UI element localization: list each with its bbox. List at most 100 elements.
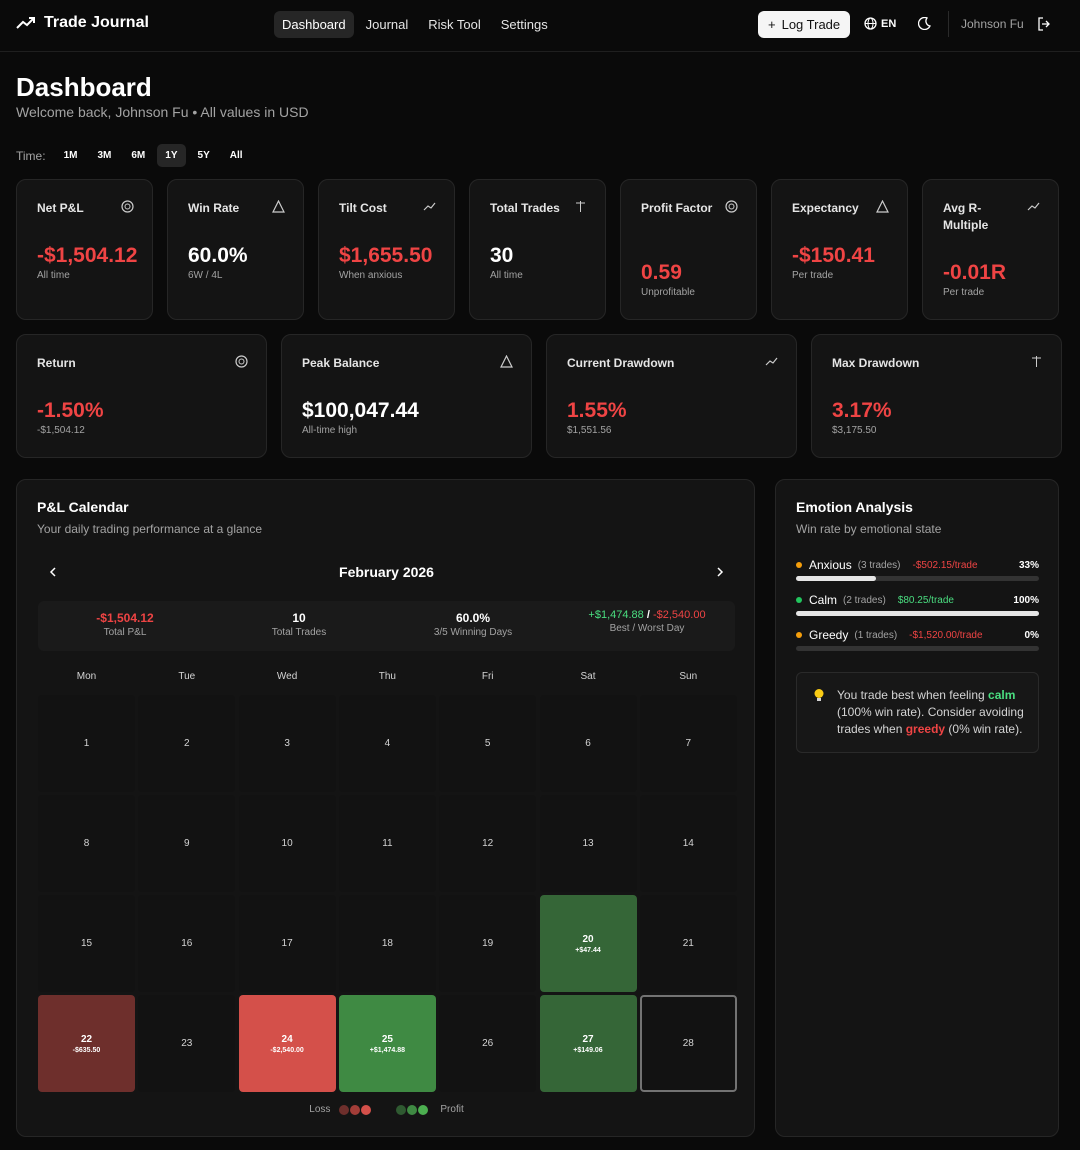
stat-label: Return (37, 356, 76, 370)
nav-item[interactable]: Journal (365, 17, 409, 32)
logout-button[interactable] (1037, 17, 1051, 31)
time-option[interactable]: 1Y (157, 144, 186, 167)
day-cell[interactable]: 28 (639, 995, 737, 1092)
time-option[interactable]: 3M (97, 150, 112, 161)
summary-item: -$1,504.12 Total P&L (38, 611, 212, 638)
summary-label: Total Trades (271, 627, 327, 638)
emotion-header: Calm (2 trades) $80.25/trade 100% (796, 593, 1039, 607)
legend-dot (418, 1104, 429, 1115)
day-cell[interactable]: 18 (338, 895, 436, 992)
day-cell[interactable]: 23 (138, 995, 236, 1092)
day-cell[interactable]: 21 (639, 895, 737, 992)
time-option[interactable]: All (229, 150, 243, 161)
stat-sub: Per trade (792, 270, 834, 281)
tip-text: (100% win rate). Consider avoiding trade… (837, 705, 1024, 736)
card-icon (1032, 356, 1041, 367)
day-number: 10 (281, 838, 293, 849)
day-cell[interactable]: 12 (439, 795, 537, 892)
day-cell[interactable]: 27 +$149.06 (539, 995, 637, 1092)
stat-label: Max Drawdown (832, 356, 920, 370)
summary-value: 60.0% (455, 611, 491, 625)
calendar-title: P&L Calendar (37, 499, 129, 515)
summary-item: 60.0% 3/5 Winning Days (386, 611, 560, 638)
day-cell[interactable]: 22 -$635.50 (38, 995, 135, 1092)
emotion-name: Calm (809, 593, 838, 607)
day-cell[interactable]: 9 (138, 795, 236, 892)
stat-sub: $3,175.50 (832, 425, 877, 436)
nav-items: Dashboard Journal Risk Tool Settings (274, 11, 556, 38)
day-cell[interactable]: 7 (639, 695, 737, 792)
emotion-per-trade: -$502.15/trade (912, 559, 978, 571)
day-number: 28 (682, 1038, 694, 1049)
stat-card: Expectancy -$150.41 Per trade (771, 179, 908, 320)
card-icon (576, 201, 585, 212)
language-button[interactable]: EN (864, 17, 896, 30)
prev-month[interactable] (48, 566, 58, 578)
card-icon (121, 200, 134, 213)
day-number: 14 (682, 838, 694, 849)
time-option[interactable]: 6M (131, 150, 146, 161)
summary-label: Total P&L (103, 627, 147, 638)
stat-value: -$1,504.12 (37, 244, 138, 267)
day-cell[interactable]: 2 (138, 695, 236, 792)
stat-label: Tilt Cost (339, 201, 387, 215)
day-cell[interactable]: 11 (338, 795, 436, 892)
stat-card: Max Drawdown 3.17% $3,175.50 (811, 334, 1062, 458)
brand-name: Trade Journal (44, 14, 149, 31)
day-number: 6 (585, 738, 591, 749)
stat-sub: -$1,504.12 (37, 425, 85, 436)
day-number: 20 (582, 933, 594, 945)
next-month[interactable] (715, 566, 725, 578)
emotion-rate: 0% (1024, 629, 1039, 641)
day-cell[interactable]: 1 (38, 695, 135, 792)
worst-day: -$2,540.00 (652, 609, 706, 621)
nav-item[interactable]: Risk Tool (428, 17, 481, 32)
card-icon (423, 202, 436, 211)
day-cell[interactable]: 26 (439, 995, 537, 1092)
day-cell[interactable]: 16 (138, 895, 236, 992)
emotion-name: Anxious (809, 558, 852, 572)
emotion-rate: 100% (1013, 594, 1039, 606)
day-cell[interactable]: 6 (539, 695, 637, 792)
nav-item[interactable]: Settings (500, 17, 548, 32)
card-icon (725, 200, 738, 213)
day-pnl: +$1,474.88 (369, 1046, 405, 1054)
day-cell[interactable]: 10 (238, 795, 336, 892)
day-cell[interactable]: 4 (338, 695, 436, 792)
time-option[interactable]: 1M (63, 150, 78, 161)
theme-toggle[interactable] (918, 17, 931, 30)
day-cell[interactable]: 8 (38, 795, 135, 892)
day-cell[interactable]: 15 (38, 895, 135, 992)
day-cell[interactable]: 17 (238, 895, 336, 992)
day-number: 24 (281, 1033, 293, 1045)
stat-label: Profit Factor (641, 201, 713, 215)
emotion-header: Greedy (1 trades) -$1,520.00/trade 0% (796, 628, 1039, 642)
stat-value: $1,655.50 (339, 244, 433, 267)
day-cell[interactable]: 5 (439, 695, 537, 792)
page-title: Dashboard (16, 72, 152, 102)
day-cell[interactable]: 25 +$1,474.88 (338, 995, 436, 1092)
stat-card: Tilt Cost $1,655.50 When anxious (318, 179, 455, 320)
log-trade-button[interactable]: + Log Trade (758, 11, 851, 38)
day-cell[interactable]: 20 +$47.44 (539, 895, 637, 992)
weekday: Mon (76, 671, 97, 682)
day-number: 7 (685, 738, 692, 749)
win-rate-track (796, 646, 1039, 651)
nav-item[interactable]: Dashboard (274, 11, 354, 38)
plus-icon: + (768, 17, 776, 32)
stat-sub: All time (37, 270, 70, 281)
day-cell[interactable]: 3 (238, 695, 336, 792)
day-number: 23 (181, 1038, 193, 1049)
win-rate-bar (796, 576, 877, 581)
user-name: Johnson Fu (948, 11, 1024, 37)
day-cell[interactable]: 24 -$2,540.00 (238, 995, 336, 1092)
stat-value: 3.17% (832, 399, 892, 422)
day-cell[interactable]: 13 (539, 795, 637, 892)
time-option[interactable]: 5Y (197, 150, 210, 161)
day-cell[interactable]: 14 (639, 795, 737, 892)
legend-dot (339, 1104, 350, 1115)
day-cell[interactable]: 19 (439, 895, 537, 992)
day-pnl: +$47.44 (575, 946, 601, 954)
brand[interactable]: Trade Journal (16, 14, 149, 32)
